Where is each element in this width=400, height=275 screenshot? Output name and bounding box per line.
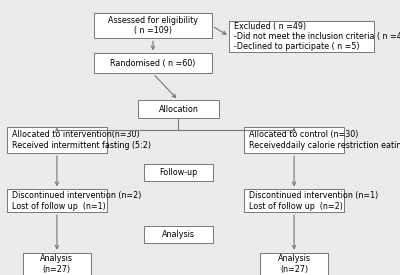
Text: Allocation: Allocation [158,105,198,114]
Text: Allocated to control (n=30)
Receiveddaily calorie restriction eating: Allocated to control (n=30) Receiveddail… [249,131,400,150]
FancyBboxPatch shape [230,21,374,52]
Text: Analysis
(n=27): Analysis (n=27) [40,254,74,274]
FancyBboxPatch shape [144,226,213,243]
FancyBboxPatch shape [260,253,328,275]
FancyBboxPatch shape [7,127,107,153]
Text: Discontinued intervention (n=1)
Lost of follow up  (n=2): Discontinued intervention (n=1) Lost of … [249,191,378,211]
Text: Assessed for eligibility
( n =109): Assessed for eligibility ( n =109) [108,16,198,35]
FancyBboxPatch shape [144,164,213,181]
FancyBboxPatch shape [94,13,212,38]
Text: Discontinued intervention (n=2)
Lost of follow up  (n=1): Discontinued intervention (n=2) Lost of … [12,191,141,211]
Text: Analysis: Analysis [162,230,195,239]
FancyBboxPatch shape [23,253,91,275]
Text: Randomised ( n =60): Randomised ( n =60) [110,59,196,68]
FancyBboxPatch shape [138,100,219,118]
FancyBboxPatch shape [7,189,107,212]
FancyBboxPatch shape [94,53,212,73]
Text: Analysis
(n=27): Analysis (n=27) [278,254,310,274]
Text: Follow-up: Follow-up [159,168,198,177]
FancyBboxPatch shape [244,127,344,153]
Text: Excluded ( n =49)
-Did not meet the inclusion criteria ( n =44)
-Declined to par: Excluded ( n =49) -Did not meet the incl… [234,21,400,51]
FancyBboxPatch shape [244,189,344,212]
Text: Allocated to intervention(n=30)
Received intermittent fasting (5:2): Allocated to intervention(n=30) Received… [12,131,151,150]
